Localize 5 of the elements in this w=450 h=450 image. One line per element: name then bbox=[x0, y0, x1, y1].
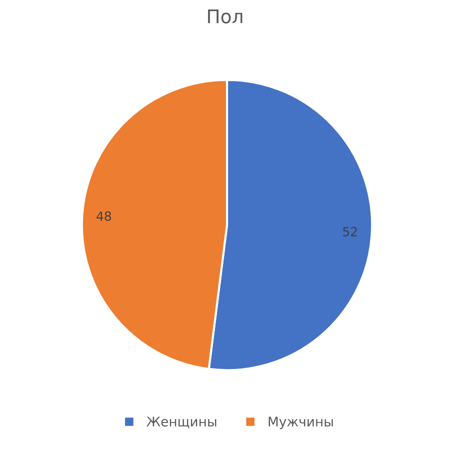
legend-label: Мужчины bbox=[268, 416, 333, 430]
legend-label: Женщины bbox=[146, 416, 216, 428]
data-label: 52 bbox=[343, 226, 357, 236]
chart-title: Пол bbox=[208, 10, 242, 24]
data-label: 48 bbox=[96, 211, 112, 221]
